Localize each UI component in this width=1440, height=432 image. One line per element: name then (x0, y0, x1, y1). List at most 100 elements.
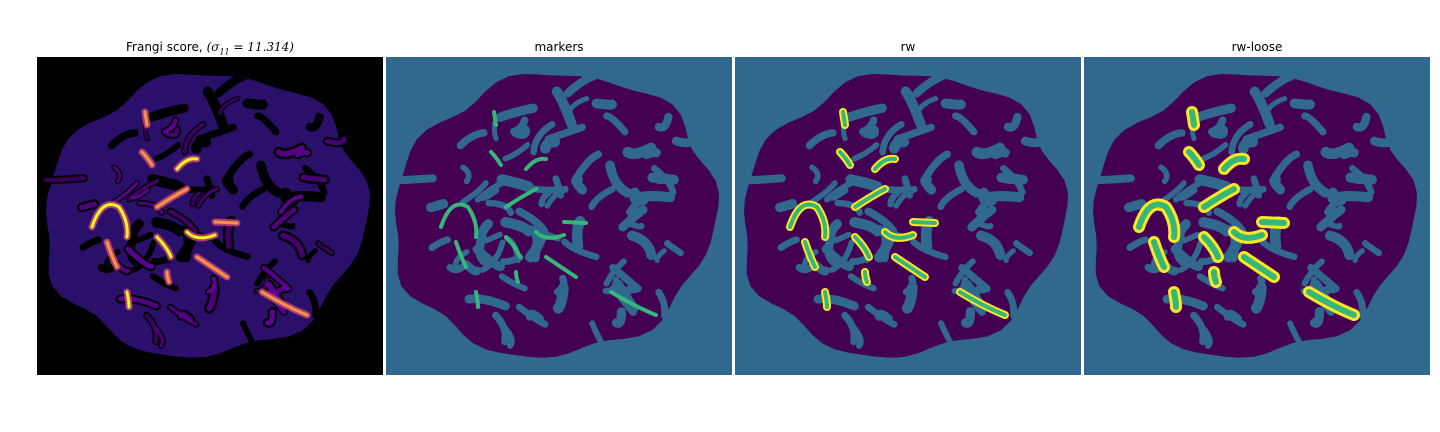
marker-seed (504, 235, 522, 259)
vessel-gap (107, 129, 139, 150)
ridge-core (195, 255, 229, 279)
vessel-gap (1237, 136, 1258, 154)
ridge-core (155, 235, 173, 259)
vessel-gap (146, 103, 189, 122)
vessel-core (838, 150, 852, 167)
ridge (218, 97, 240, 115)
panel-title-rw-loose: rw-loose (1231, 40, 1283, 54)
vessel-gap (475, 232, 490, 266)
vessel-gap (879, 121, 905, 156)
vessel-gap (223, 150, 254, 183)
vessel-core (1231, 229, 1265, 241)
vessel-gap (254, 258, 278, 287)
vessel-gap (1369, 134, 1396, 148)
vessel-gap (841, 311, 858, 346)
ridge (182, 122, 206, 154)
vessel-gap (626, 230, 657, 261)
marker-seed (454, 240, 468, 269)
vessel-gap (515, 207, 549, 235)
vessel-core (788, 202, 828, 239)
ridge (280, 232, 306, 258)
vessel-gap (864, 207, 898, 235)
ridge (196, 187, 219, 208)
vessel-core (1241, 254, 1277, 280)
vessel-gap (603, 112, 629, 136)
vessel-gap (239, 185, 267, 210)
vessel-gap (589, 320, 610, 355)
vessel-gap (103, 249, 121, 272)
marker-seed (544, 255, 578, 279)
vessel-gap (552, 282, 569, 314)
ridge (164, 127, 180, 138)
vessel-gap (996, 172, 1028, 185)
vessel-gap (893, 185, 918, 209)
vessel-gap (572, 150, 603, 183)
vessel-core (863, 270, 869, 284)
ridge-core (143, 110, 149, 127)
vessel-gap (1323, 220, 1343, 230)
frangi-heatmap (37, 57, 383, 375)
vessel-gap (954, 160, 982, 198)
vessel-core (1259, 219, 1287, 226)
ridge (316, 241, 334, 255)
markers-map (386, 57, 732, 375)
panel-title-rw: rw (900, 40, 916, 54)
vessel-gap (1259, 238, 1298, 261)
title-math: (σ11 = 11.314) (206, 40, 294, 57)
vessel-gap (1242, 123, 1284, 143)
rw-segmentation (735, 57, 1081, 375)
vessel-gap (1209, 125, 1228, 139)
vessel-gap (1345, 172, 1377, 185)
vessel-core (1211, 269, 1219, 285)
ridge (254, 277, 269, 293)
ridge (79, 201, 98, 211)
vessel-gap (603, 258, 627, 287)
vessel-gap (498, 273, 528, 292)
ridge (43, 176, 86, 183)
ridge (265, 309, 275, 326)
vessel-gap (1320, 142, 1355, 160)
vessel-gap (561, 238, 600, 261)
marker-seed (609, 290, 658, 317)
vessel-gap (1193, 103, 1236, 122)
vessel-gap (1020, 134, 1047, 148)
vessel-gap (1124, 199, 1147, 213)
vessel-gap (551, 86, 577, 130)
vessel-gap (496, 174, 534, 193)
vessel-core (1186, 149, 1202, 168)
vessel-gap (1003, 248, 1016, 263)
vessel-core (1136, 201, 1178, 240)
vessel-gap (1200, 142, 1229, 162)
rw-image (735, 57, 1081, 375)
vessel-gap (1362, 240, 1382, 257)
vessel-gap (938, 320, 959, 355)
vessel-gap (1301, 258, 1325, 287)
vessel-gap (1286, 185, 1314, 210)
vessel-gap (1126, 236, 1149, 252)
vessel-gap (1264, 96, 1288, 116)
vessel-gap (1261, 71, 1297, 98)
ridge (190, 191, 201, 206)
vessel-gap (1353, 288, 1367, 320)
vessel-gap (133, 231, 154, 244)
vessel-gap (391, 174, 437, 185)
vessel-core (1221, 155, 1247, 172)
vessel-gap (860, 125, 879, 139)
vessel-gap (1190, 311, 1207, 346)
ridge (261, 265, 291, 291)
marker-seed (474, 290, 480, 309)
vessel-gap (1324, 192, 1353, 216)
vessel-core (823, 290, 829, 309)
vessel-gap (202, 86, 228, 130)
vessel-gap (1194, 174, 1232, 193)
vessel-gap (79, 236, 102, 252)
vessel-gap (900, 86, 926, 130)
vessel-gap (511, 125, 530, 139)
vessel-core (1201, 186, 1237, 210)
vessel-core (1151, 239, 1167, 270)
vessel-gap (566, 96, 590, 116)
vessel-gap (212, 238, 251, 261)
marker-seed (504, 187, 538, 209)
title-prefix: Frangi score, (126, 40, 207, 54)
